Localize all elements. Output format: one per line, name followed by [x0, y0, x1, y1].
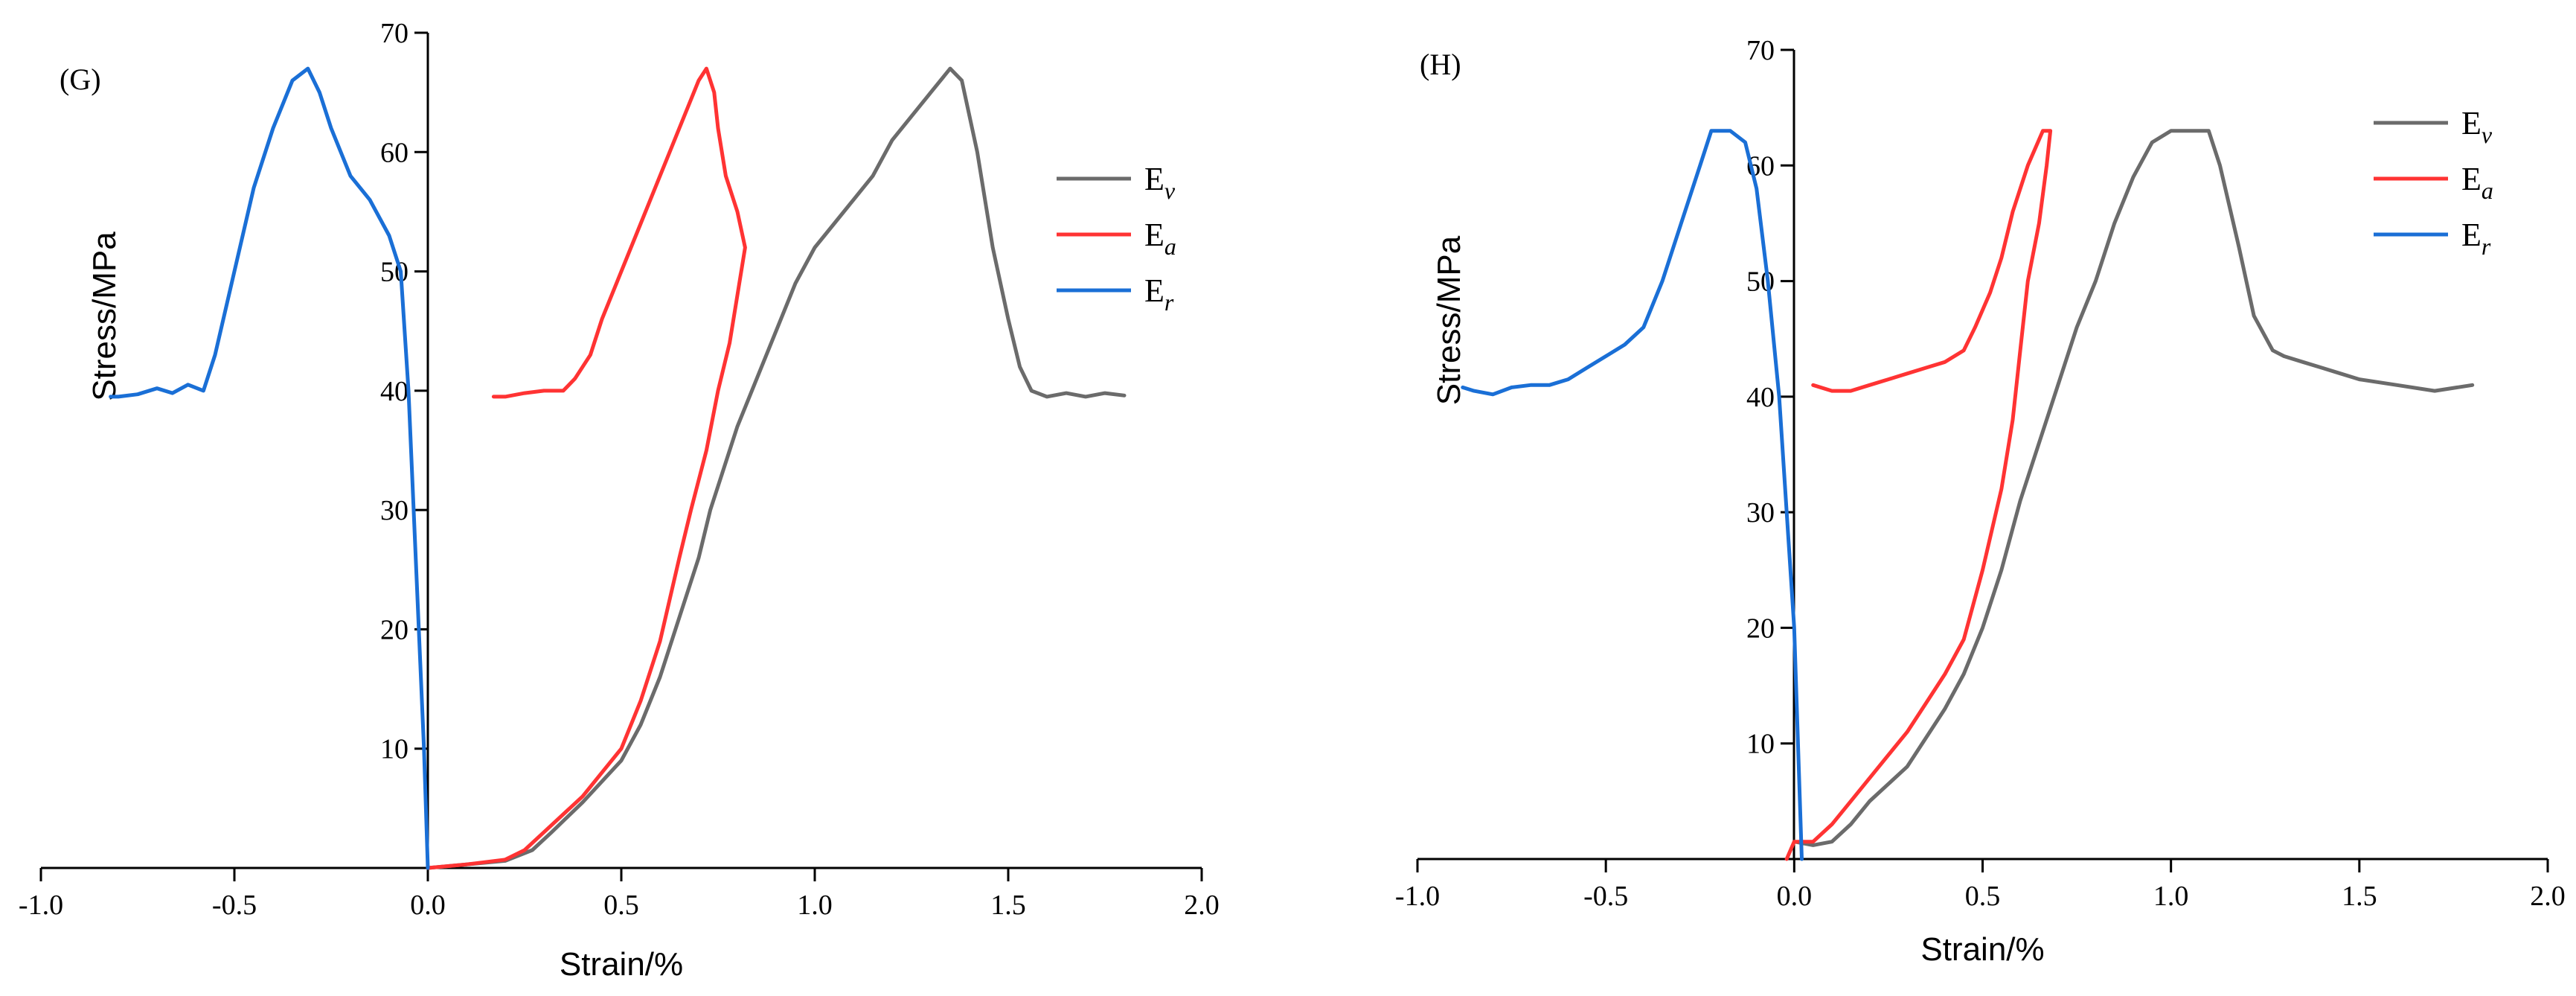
series-line-ea — [1784, 129, 2053, 861]
panel-g: (G) -1.0 -0.5 0.0 0.5 1.0 1.5 2.0 10 20 30 40 50 60 70… — [19, 18, 1220, 983]
y-tick-label: 20 — [1746, 613, 1775, 644]
x-tick-label: 0.5 — [603, 890, 639, 921]
legend-label-ev: Ev — [1144, 161, 1176, 204]
y-tick-label: 50 — [380, 257, 408, 288]
x-tick-label: 1.0 — [797, 890, 833, 921]
series-line-ev — [1792, 129, 2475, 847]
legend-label-ea: Ea — [1144, 217, 1176, 260]
panel-label: (H) — [1420, 48, 1461, 81]
x-tick-label: 2.0 — [1184, 890, 1220, 921]
legend-label-ev: Ev — [2461, 105, 2493, 148]
y-tick-label: 70 — [1746, 35, 1775, 66]
x-tick-label: 1.0 — [2153, 881, 2189, 912]
x-tick-label: -0.5 — [212, 890, 257, 921]
x-tick-label: -1.0 — [19, 890, 63, 921]
x-tick-label: 2.0 — [2530, 881, 2566, 912]
y-tick-label: 10 — [380, 734, 408, 765]
y-tick-label: 70 — [380, 18, 408, 49]
y-tick-label: 30 — [1746, 497, 1775, 529]
x-tick-label: -0.5 — [1583, 881, 1628, 912]
y-axis-title: Stress/MPa — [86, 232, 123, 401]
x-tick-label: -1.0 — [1395, 881, 1440, 912]
x-tick-label: 0.0 — [410, 890, 446, 921]
y-tick-label: 40 — [380, 376, 408, 407]
panel-h: (H)-1.0 -0.5 0.0 0.5 1.0 1.5 2.010203040506070… — [1395, 35, 2566, 968]
legend-label-ea: Ea — [2461, 161, 2493, 204]
x-tick-label: 1.5 — [2342, 881, 2377, 912]
panel-label: (G) — [60, 63, 101, 96]
x-tick-label: 0.5 — [1965, 881, 2001, 912]
y-tick-label: 60 — [380, 137, 408, 168]
x-tick-label: 1.5 — [990, 890, 1026, 921]
y-tick-label: 10 — [1746, 729, 1775, 760]
y-tick-label: 20 — [380, 614, 408, 645]
series-line-er — [1461, 129, 1804, 861]
x-axis-title: Strain/% — [560, 946, 683, 983]
y-tick-label: 30 — [380, 495, 408, 526]
series-line-ea — [426, 66, 747, 870]
series-line-er — [109, 66, 430, 870]
x-axis-title: Strain/% — [1920, 931, 2044, 968]
x-tick-label: 0.0 — [1777, 881, 1813, 912]
series-line-ev — [426, 66, 1127, 870]
y-tick-label: 40 — [1746, 382, 1775, 413]
legend-label-er: Er — [1144, 272, 1174, 316]
y-axis-title: Stress/MPa — [1431, 235, 1467, 405]
legend-label-er: Er — [2461, 217, 2491, 260]
